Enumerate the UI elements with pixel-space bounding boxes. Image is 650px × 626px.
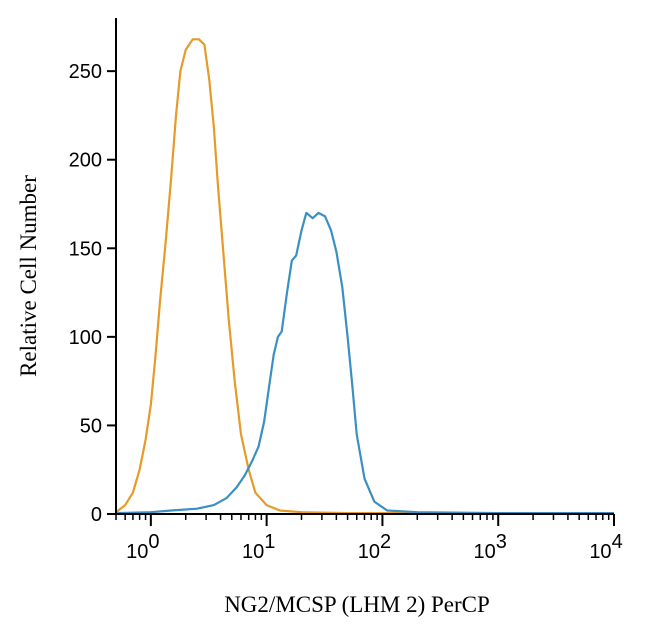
x-tick-label-base: 10	[126, 541, 148, 563]
y-tick-label: 250	[69, 61, 102, 83]
x-tick-label-base: 10	[358, 541, 380, 563]
x-axis-label: NG2/MCSP (LHM 2) PerCP	[224, 592, 490, 617]
x-tick-label-base: 10	[474, 541, 496, 563]
x-tick-label: 100	[126, 531, 159, 563]
histogram-series-line-2	[115, 211, 614, 515]
y-tick-label: 150	[69, 238, 102, 260]
y-tick-label: 0	[91, 504, 102, 526]
x-tick-label: 104	[589, 531, 622, 563]
y-axis-ticks: 0 50 100 150 200 250	[69, 61, 116, 526]
x-tick-label: 103	[474, 531, 507, 563]
x-axis-ticks: 100 101 102 103 104	[115, 514, 623, 563]
x-tick-label-base: 10	[242, 541, 264, 563]
x-tick-label-exponent: 1	[264, 531, 275, 553]
y-axis-label: Relative Cell Number	[16, 175, 41, 377]
x-tick-label-exponent: 2	[380, 531, 391, 553]
x-tick-label: 102	[358, 531, 391, 563]
y-tick-label: 50	[80, 415, 102, 437]
x-tick-label: 101	[242, 531, 275, 563]
x-tick-label-exponent: 3	[496, 531, 507, 553]
x-tick-label-base: 10	[589, 541, 611, 563]
y-tick-label: 200	[69, 150, 102, 172]
y-tick-label: 100	[69, 327, 102, 349]
x-tick-label-exponent: 0	[148, 531, 159, 553]
plot-area	[115, 38, 614, 515]
x-tick-label-exponent: 4	[612, 531, 623, 553]
histogram-series-line-1	[115, 38, 614, 515]
